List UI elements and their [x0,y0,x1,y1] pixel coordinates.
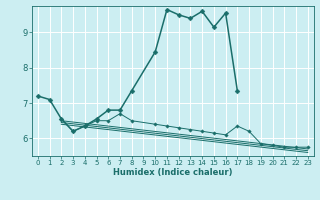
X-axis label: Humidex (Indice chaleur): Humidex (Indice chaleur) [113,168,233,177]
